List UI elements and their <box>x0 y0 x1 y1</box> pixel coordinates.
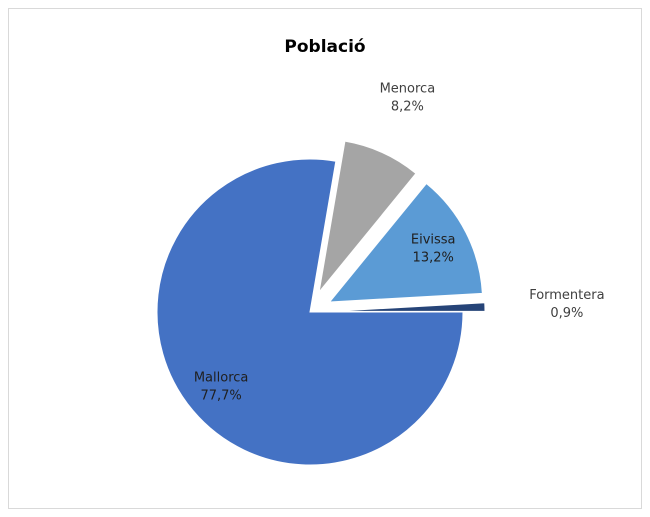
pie-slice <box>156 158 464 466</box>
pie-slice <box>328 182 483 303</box>
slice-label: Eivissa <box>411 233 456 248</box>
slice-label: Formentera <box>529 288 604 303</box>
chart-title: Població <box>284 37 365 57</box>
slice-label: Mallorca <box>194 370 249 385</box>
slice-value-label: 13,2% <box>413 251 454 266</box>
pie-slice <box>318 140 417 294</box>
slice-value-label: 77,7% <box>200 388 241 403</box>
pie-slice <box>331 302 486 312</box>
slice-value-label: 0,9% <box>550 306 583 321</box>
slice-value-label: 8,2% <box>391 100 424 115</box>
slice-label: Menorca <box>380 82 436 97</box>
